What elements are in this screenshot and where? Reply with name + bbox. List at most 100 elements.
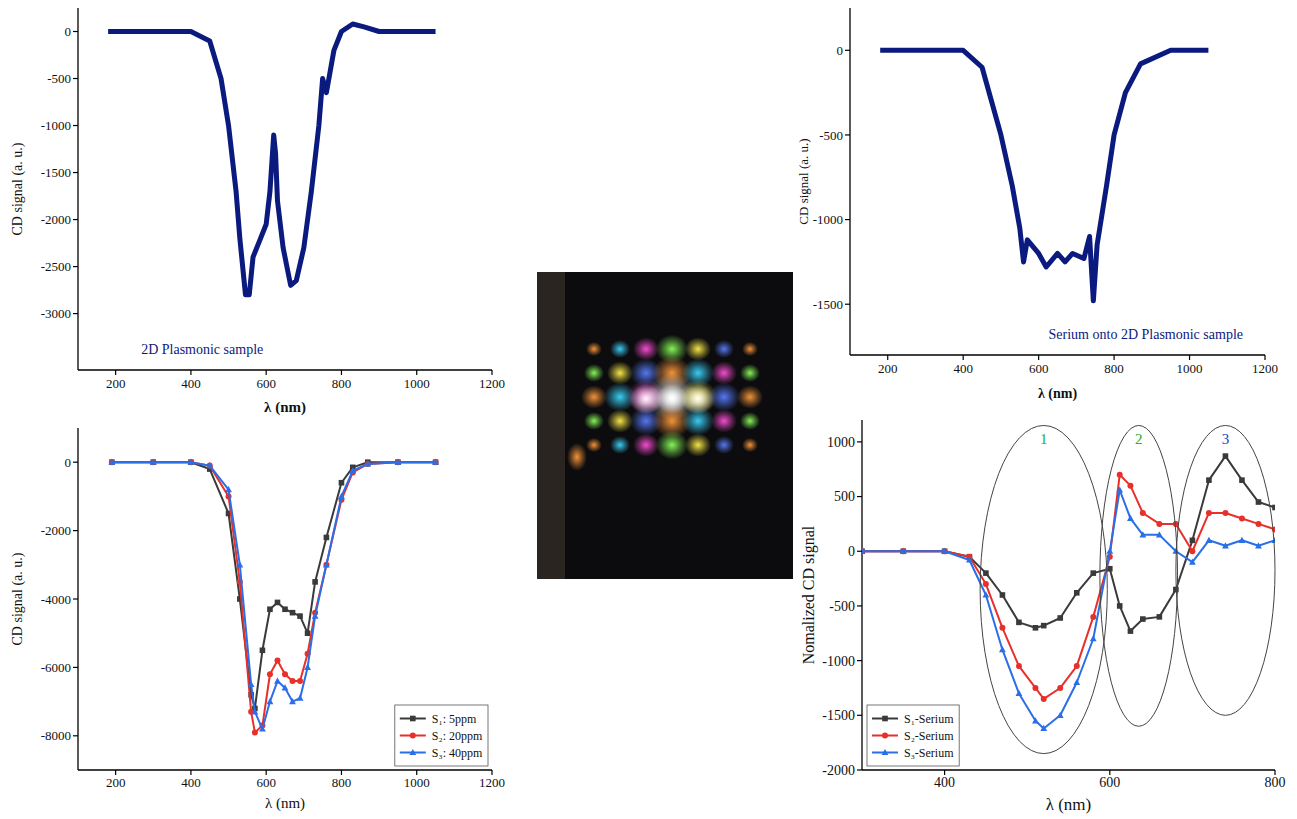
x-tick-label: 800 bbox=[332, 775, 352, 790]
chart-panel: 0-500-1000-1500-2000-2500-30002004006008… bbox=[10, 8, 505, 416]
y-tick-label: -1500 bbox=[822, 708, 855, 723]
series-marker bbox=[323, 561, 330, 567]
x-tick-label: 600 bbox=[1099, 775, 1120, 790]
panel-title: Serium onto 2D Plasmonic sample bbox=[1049, 327, 1243, 342]
series-marker bbox=[395, 459, 402, 465]
annotation-label: 1 bbox=[1040, 431, 1048, 447]
x-tick-label: 400 bbox=[181, 376, 201, 391]
series-marker bbox=[267, 698, 274, 704]
series-marker bbox=[1090, 614, 1096, 620]
photo-light-spot bbox=[633, 337, 659, 360]
series-marker bbox=[966, 556, 973, 562]
series-marker bbox=[251, 708, 258, 714]
series-line bbox=[108, 24, 435, 295]
series-marker bbox=[267, 671, 273, 677]
x-tick bbox=[491, 370, 492, 375]
x-tick bbox=[416, 370, 417, 375]
series-marker bbox=[983, 581, 989, 587]
y-tick bbox=[857, 551, 862, 552]
y-axis-line bbox=[77, 8, 78, 370]
photo-light-spot bbox=[633, 433, 659, 456]
series-marker bbox=[1041, 623, 1047, 629]
series-marker bbox=[349, 467, 356, 473]
series-marker bbox=[900, 548, 907, 554]
series-marker bbox=[312, 613, 319, 619]
series-marker bbox=[324, 535, 330, 541]
y-tick-label: 0 bbox=[848, 544, 855, 559]
series-marker bbox=[259, 725, 266, 731]
x-tick-label: 1000 bbox=[1177, 361, 1203, 376]
series-marker bbox=[1016, 663, 1022, 669]
photo-light-spot bbox=[584, 364, 604, 382]
series-marker bbox=[433, 459, 439, 465]
series-marker bbox=[236, 561, 243, 567]
series-marker bbox=[188, 459, 194, 465]
series-marker bbox=[1057, 712, 1064, 718]
series-marker bbox=[290, 610, 296, 616]
x-tick-label: 200 bbox=[106, 376, 126, 391]
x-axis-line bbox=[850, 354, 1265, 355]
y-tick bbox=[845, 304, 850, 305]
series-marker bbox=[289, 698, 296, 704]
x-tick-label: 1200 bbox=[479, 775, 505, 790]
series-marker bbox=[1090, 635, 1097, 641]
annotation-ellipse bbox=[1176, 425, 1275, 715]
x-tick-label: 600 bbox=[1029, 361, 1049, 376]
y-tick bbox=[73, 31, 78, 32]
x-axis-line bbox=[78, 769, 492, 770]
series-marker bbox=[305, 630, 311, 636]
photo-light-spot bbox=[607, 361, 633, 384]
series-marker bbox=[225, 486, 232, 492]
y-tick bbox=[73, 78, 78, 79]
x-tick bbox=[266, 370, 267, 375]
annotation-label: 2 bbox=[1135, 431, 1143, 447]
series-marker bbox=[1206, 510, 1212, 516]
x-tick-label: 800 bbox=[1104, 361, 1124, 376]
y-tick-label: 500 bbox=[834, 489, 855, 504]
series-marker bbox=[1223, 453, 1229, 459]
x-tick-label: 800 bbox=[1265, 775, 1286, 790]
series-marker bbox=[252, 729, 258, 735]
x-tick-label: 400 bbox=[934, 775, 955, 790]
series-marker bbox=[260, 648, 266, 654]
plot-area bbox=[880, 50, 1208, 301]
series-marker bbox=[1074, 663, 1080, 669]
panel-title: 2D Plasmonic sample bbox=[141, 342, 263, 357]
chart-panel: 0-500-1000-150020040060080010001200Seriu… bbox=[796, 8, 1278, 402]
series-marker bbox=[297, 613, 303, 619]
series-marker bbox=[282, 684, 289, 690]
y-tick bbox=[73, 266, 78, 267]
series-marker bbox=[1189, 548, 1195, 554]
y-tick-label: -500 bbox=[47, 71, 71, 86]
series-marker bbox=[1040, 725, 1047, 731]
y-axis-title: CD signal (a. u.) bbox=[10, 142, 26, 235]
x-tick-label: 400 bbox=[181, 775, 201, 790]
x-tick bbox=[963, 355, 964, 360]
y-tick bbox=[857, 605, 862, 606]
series-marker bbox=[1156, 531, 1163, 537]
annotation-ellipse bbox=[1100, 425, 1178, 726]
y-axis-title: CD signal (a. u.) bbox=[796, 138, 811, 224]
y-tick-label: -500 bbox=[819, 128, 843, 143]
series-marker bbox=[1057, 615, 1063, 621]
legend-label: S₁-Serium bbox=[904, 712, 954, 726]
photo-light-spot bbox=[682, 384, 714, 414]
legend-box bbox=[867, 705, 959, 766]
series-marker bbox=[1255, 542, 1262, 548]
x-axis-title: λ (nm) bbox=[1038, 386, 1077, 402]
series-marker bbox=[338, 493, 345, 499]
photo-light-spot bbox=[740, 364, 760, 382]
series-marker bbox=[1256, 499, 1262, 505]
x-axis-title: λ (nm) bbox=[264, 399, 306, 416]
series-marker bbox=[282, 606, 288, 612]
series-line bbox=[112, 462, 436, 732]
series-marker bbox=[942, 548, 948, 554]
series-marker bbox=[108, 459, 115, 465]
series-marker bbox=[999, 625, 1005, 631]
y-axis-line bbox=[861, 420, 862, 770]
series-marker bbox=[304, 664, 311, 670]
photo-light-spot bbox=[742, 342, 758, 356]
series-marker bbox=[1057, 685, 1063, 691]
series-marker bbox=[1139, 531, 1146, 537]
y-tick bbox=[845, 134, 850, 135]
